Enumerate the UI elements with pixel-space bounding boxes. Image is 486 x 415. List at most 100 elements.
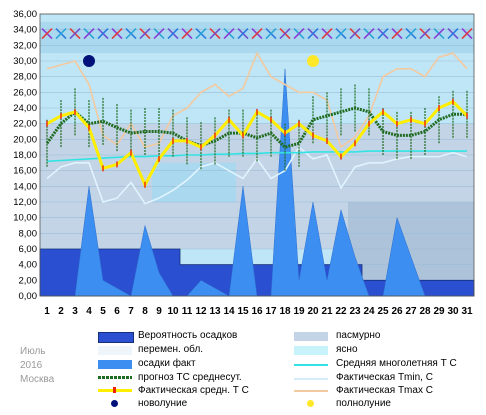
legend-label-variable: перемен. обл.	[138, 344, 204, 355]
x-tick-label: 8	[142, 306, 148, 317]
wind-arrow-icon	[97, 28, 109, 40]
x-tick-label: 14	[223, 306, 235, 317]
wind-arrow-icon	[83, 28, 95, 40]
y-tick-label: 0,00	[19, 291, 38, 302]
wind-arrow-icon	[349, 28, 361, 40]
y-tick-label: 16,00	[13, 166, 37, 177]
y-tick-label: 18,00	[13, 150, 37, 161]
legend-label-precip-actual: осадки факт	[138, 358, 196, 369]
legend-label-new-moon: новолуние	[138, 398, 188, 409]
new-moon-marker	[83, 55, 95, 67]
legend-line-tmax	[294, 390, 328, 392]
wind-arrow-icon	[181, 28, 193, 40]
legend-marker-tavg	[113, 387, 116, 393]
city-label: Москва	[20, 374, 55, 385]
wind-arrow-icon	[41, 28, 53, 40]
x-tick-label: 19	[293, 306, 305, 317]
y-tick-label: 30,00	[13, 56, 37, 67]
x-tick-label: 29	[433, 306, 445, 317]
legend-label-overcast: пасмурно	[336, 330, 381, 341]
y-tick-label: 32,00	[13, 40, 37, 51]
full-moon-marker	[307, 55, 319, 67]
x-tick-label: 15	[237, 306, 249, 317]
legend-label-longterm-mean: Средняя многолетняя Т С	[336, 358, 457, 369]
legend: Вероятность осадков пасмурно перемен. об…	[0, 326, 486, 415]
wind-arrow-icon	[433, 28, 445, 40]
x-tick-label: 27	[405, 306, 417, 317]
x-tick-label: 24	[363, 306, 375, 317]
wind-arrow-icon	[391, 28, 403, 40]
legend-swatch-precip-actual	[98, 360, 132, 369]
legend-swatch-overcast	[294, 332, 328, 341]
month-label: Июль	[20, 346, 46, 357]
x-tick-label: 26	[391, 306, 403, 317]
wind-arrow-icon	[377, 28, 389, 40]
y-tick-label: 12,00	[13, 197, 37, 208]
wind-arrow-icon	[111, 28, 123, 40]
y-tick-label: 10,00	[13, 213, 37, 224]
wind-arrow-icon	[195, 28, 207, 40]
wind-arrow-icon	[265, 28, 277, 40]
legend-swatch-variable	[98, 346, 132, 355]
x-tick-label: 11	[182, 306, 193, 317]
x-tick-label: 30	[447, 306, 459, 317]
x-tick-label: 23	[349, 306, 361, 317]
legend-label-tmin: Фактическая Tmin, С	[336, 372, 433, 383]
legend-line-forecast	[98, 376, 132, 379]
x-tick-label: 17	[265, 306, 277, 317]
wind-arrow-icon	[223, 28, 235, 40]
wind-arrow-icon	[363, 28, 375, 40]
wind-arrow-icon	[237, 28, 249, 40]
legend-swatch-precip-prob	[98, 332, 134, 343]
cloud-band-right	[348, 202, 474, 281]
x-tick-label: 10	[167, 306, 179, 317]
x-tick-label: 6	[114, 306, 120, 317]
wind-arrow-icon	[55, 28, 67, 40]
x-tick-label: 7	[128, 306, 134, 317]
wind-arrow-icon	[447, 28, 459, 40]
wind-arrow-icon	[293, 28, 305, 40]
y-tick-label: 26,00	[13, 87, 37, 98]
y-tick-label: 6,00	[19, 244, 38, 255]
legend-marker-new-moon	[111, 400, 118, 407]
y-tick-label: 22,00	[13, 119, 37, 130]
wind-arrow-icon	[279, 28, 291, 40]
wind-arrow-icon	[335, 28, 347, 40]
legend-label-clear: ясно	[336, 344, 358, 355]
x-tick-label: 25	[377, 306, 389, 317]
y-tick-label: 24,00	[13, 103, 37, 114]
y-tick-label: 20,00	[13, 134, 37, 145]
y-tick-label: 28,00	[13, 72, 37, 83]
year-label: 2016	[20, 360, 43, 371]
legend-label-forecast: прогноз ТС среднесут.	[138, 372, 242, 383]
wind-arrow-icon	[139, 28, 151, 40]
wind-arrow-icon	[405, 28, 417, 40]
x-tick-label: 20	[307, 306, 319, 317]
x-tick-label: 3	[72, 306, 78, 317]
x-tick-label: 28	[419, 306, 431, 317]
wind-arrow-icon	[321, 28, 333, 40]
wind-arrow-icon	[125, 28, 137, 40]
y-tick-label: 4,00	[19, 260, 38, 271]
wind-arrow-icon	[419, 28, 431, 40]
y-tick-label: 8,00	[19, 228, 38, 239]
y-tick-label: 2,00	[19, 275, 38, 286]
x-tick-label: 16	[251, 306, 263, 317]
legend-marker-full-moon	[307, 400, 314, 407]
x-tick-label: 4	[86, 306, 92, 317]
cloud-band-top	[40, 21, 474, 54]
x-tick-label: 2	[58, 306, 64, 317]
wind-arrow-icon	[167, 28, 179, 40]
legend-label-full-moon: полнолуние	[336, 398, 391, 409]
wind-arrow-icon	[307, 28, 319, 40]
y-tick-label: 14,00	[13, 181, 37, 192]
legend-label-tmax: Фактическая Tmax С	[336, 385, 433, 396]
cloud-band-mid	[152, 162, 236, 202]
x-tick-label: 21	[321, 306, 333, 317]
legend-label-tavg: Фактическая средн. Т С	[138, 385, 249, 396]
x-tick-label: 18	[279, 306, 291, 317]
x-tick-label: 22	[335, 306, 347, 317]
y-tick-label: 36,00	[13, 9, 37, 20]
x-tick-label: 9	[156, 306, 162, 317]
x-tick-label: 12	[195, 306, 207, 317]
